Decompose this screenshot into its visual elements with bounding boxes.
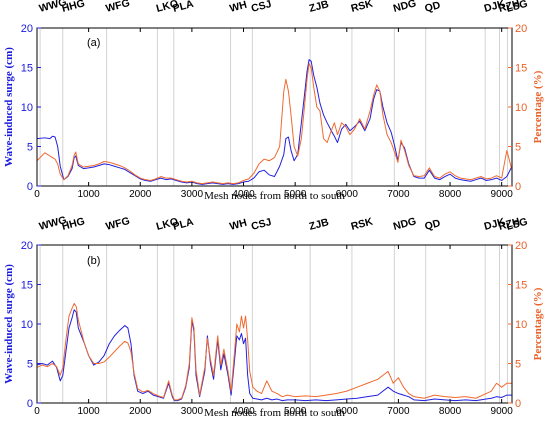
y-tick-label-left: 5: [27, 142, 33, 154]
y-tick-label-left: 0: [27, 181, 33, 193]
x-tick-label: 8000: [439, 406, 462, 417]
x-tick-label: 4000: [232, 406, 255, 417]
x-tick-label: 1000: [78, 189, 101, 200]
y-tick-label-right: 10: [515, 319, 527, 331]
y-axis-label-left: Wave-induced surge (cm): [3, 47, 15, 167]
station-label: CSJ: [250, 0, 273, 15]
plot-frame: [36, 244, 513, 404]
station-label: HHG: [60, 0, 86, 15]
y-tick-label-right: 0: [515, 398, 521, 410]
surge-series-line: [36, 309, 512, 402]
x-tick-label: 3000: [181, 406, 204, 417]
station-label: LSG: [505, 216, 529, 233]
station-label: NDG: [392, 215, 418, 233]
y-axis-label-left: Wave-induced surge (cm): [3, 264, 15, 384]
x-tick-label: 6000: [336, 406, 359, 417]
x-tick-label: 2000: [129, 189, 152, 200]
station-label: HHG: [60, 215, 86, 233]
x-axis-label: Mesh nodes from north to south: [204, 190, 345, 202]
y-tick-label-right: 15: [515, 63, 527, 75]
y-tick-label-right: 20: [515, 23, 527, 35]
x-tick-label: 5000: [284, 189, 307, 200]
station-label: ZJB: [308, 216, 331, 233]
station-label: QD: [423, 217, 442, 233]
station-label: WH: [228, 0, 248, 15]
station-label: LSG: [505, 0, 529, 15]
station-label: WFG: [104, 215, 131, 233]
surge-series-line: [36, 59, 513, 185]
x-tick-label: 2000: [129, 406, 152, 417]
y-tick-label-left: 10: [21, 319, 33, 331]
station-label: WH: [228, 217, 248, 233]
percentage-series-line: [36, 302, 512, 401]
station-label: PLA: [171, 216, 195, 233]
x-axis-label: Mesh nodes from north to south: [204, 407, 345, 419]
x-tick-label: 0: [34, 189, 40, 200]
station-label: QD: [423, 0, 442, 15]
station-label: DJK: [483, 216, 507, 233]
x-tick-label: 6000: [336, 189, 359, 200]
y-tick-label-left: 0: [27, 398, 33, 410]
y-tick-label-right: 5: [515, 359, 521, 371]
panel-label: (b): [87, 255, 100, 267]
x-tick-label: 4000: [232, 189, 255, 200]
x-tick-label: 0: [34, 406, 40, 417]
y-tick-label-right: 20: [515, 240, 527, 252]
y-tick-label-right: 0: [515, 181, 521, 193]
y-tick-label-right: 5: [515, 142, 521, 154]
y-tick-label-right: 15: [515, 280, 527, 292]
station-label: WFG: [104, 0, 131, 15]
y-tick-label-left: 15: [21, 280, 33, 292]
x-tick-label: 1000: [78, 406, 101, 417]
x-tick-label: 9000: [491, 406, 514, 417]
y-tick-label-left: 10: [21, 102, 33, 114]
y-tick-label-right: 10: [515, 102, 527, 114]
station-label: LKO: [155, 216, 180, 233]
x-tick-label: 9000: [491, 189, 514, 200]
station-label: RSK: [350, 215, 375, 232]
station-label: RSK: [350, 0, 375, 15]
x-tick-label: 3000: [181, 189, 204, 200]
station-label: PLA: [171, 0, 195, 15]
station-label: NDG: [392, 0, 418, 15]
x-tick-label: 7000: [387, 406, 410, 417]
percentage-series-line: [36, 63, 513, 185]
station-label: CSJ: [250, 216, 273, 233]
y-tick-label-left: 5: [27, 359, 33, 371]
station-label: RZH: [497, 216, 521, 233]
y-tick-label-left: 20: [21, 23, 33, 35]
x-tick-label: 7000: [387, 189, 410, 200]
x-tick-label: 8000: [439, 189, 462, 200]
y-axis-label-right: Percentage (%): [532, 70, 544, 143]
station-label: ZJB: [308, 0, 331, 15]
y-axis-label-right: Percentage (%): [532, 287, 544, 360]
y-tick-label-left: 15: [21, 63, 33, 75]
y-tick-label-left: 20: [21, 240, 33, 252]
panel-label: (a): [87, 37, 100, 49]
x-tick-label: 5000: [284, 406, 307, 417]
